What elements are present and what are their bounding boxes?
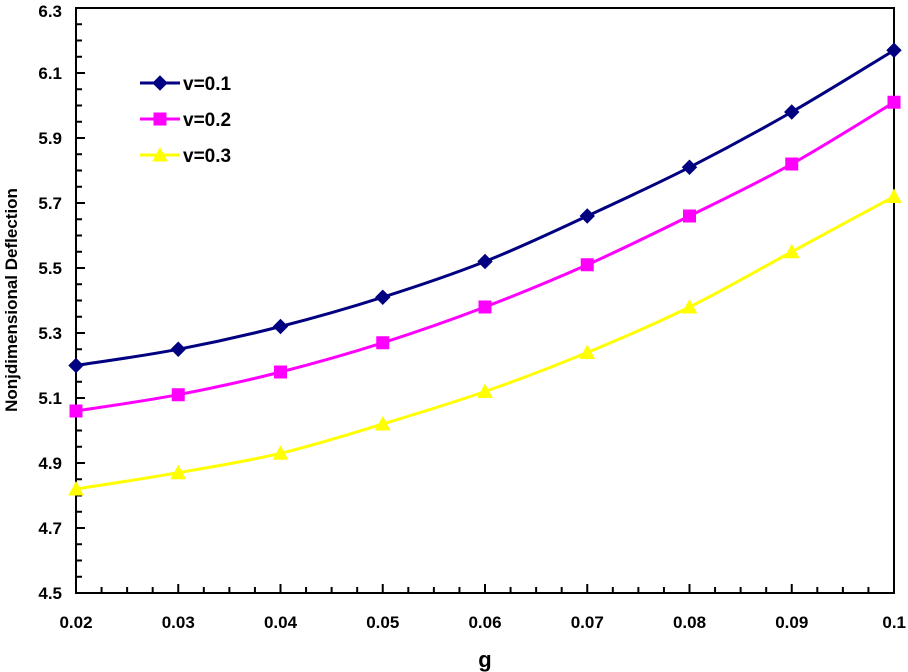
- x-tick-label: 0.1: [882, 613, 906, 632]
- x-tick-label: 0.06: [468, 613, 501, 632]
- x-tick-label: 0.08: [673, 613, 706, 632]
- data-point: [478, 300, 492, 314]
- y-tick-label: 6.3: [38, 2, 62, 21]
- data-point: [681, 159, 698, 175]
- data-point: [69, 404, 83, 418]
- x-tick-label: 0.04: [264, 613, 298, 632]
- data-point: [886, 42, 902, 58]
- data-point: [579, 208, 595, 224]
- x-tick-label: 0.09: [775, 613, 808, 632]
- data-point: [886, 188, 902, 203]
- legend-label: v=0.3: [183, 146, 231, 167]
- y-tick-label: 5.9: [38, 129, 62, 148]
- y-axis-ticks: [76, 7, 85, 594]
- legend-label: v=0.2: [183, 110, 231, 131]
- legend: v=0.1 v=0.2 v=0.3: [140, 74, 232, 167]
- x-axis-title: g: [478, 647, 491, 672]
- data-point: [477, 253, 493, 270]
- data-point: [170, 341, 186, 357]
- data-point: [272, 445, 289, 460]
- legend-marker: [152, 75, 168, 91]
- data-point: [374, 415, 391, 431]
- data-point: [887, 95, 901, 109]
- data-point: [272, 318, 289, 335]
- data-point: [477, 383, 493, 398]
- y-tick-label: 6.1: [38, 64, 62, 83]
- data-point: [784, 104, 800, 120]
- legend-marker: [152, 146, 168, 162]
- data-point: [171, 388, 185, 402]
- y-tick-label: 5.1: [38, 389, 62, 408]
- data-point: [274, 365, 287, 379]
- data-point: [68, 357, 84, 374]
- data-point: [580, 258, 594, 272]
- y-tick-label: 4.5: [38, 584, 62, 603]
- data-point: [579, 344, 596, 359]
- legend-label: v=0.1: [183, 74, 232, 95]
- x-tick-label: 0.02: [59, 613, 92, 632]
- y-tick-label: 4.9: [38, 454, 62, 473]
- data-point: [376, 336, 390, 350]
- y-tick-label: 5.3: [38, 324, 62, 343]
- x-tick-label: 0.03: [162, 613, 195, 632]
- data-point: [785, 157, 799, 171]
- y-axis-title: Nonjdimensional Deflection: [2, 188, 21, 412]
- x-tick-label: 0.07: [571, 613, 604, 632]
- data-point: [375, 289, 391, 305]
- y-tick-label: 5.7: [38, 194, 62, 213]
- data-point: [783, 243, 800, 259]
- y-tick-label: 5.5: [38, 259, 62, 278]
- y-axis-tick-labels: 4.5 4.7 4.9 5.1 5.3 5.5 5.7 5.9 6.1 6.3: [38, 2, 62, 603]
- data-point: [683, 209, 696, 223]
- data-point: [68, 480, 84, 496]
- x-tick-label: 0.05: [366, 613, 399, 632]
- legend-marker: [153, 112, 167, 126]
- series-markers: [68, 42, 902, 496]
- x-axis-tick-labels: 0.02 0.03 0.04 0.05 0.06 0.07 0.08 0.09 0.1: [59, 613, 906, 632]
- x-axis-ticks: [75, 584, 895, 593]
- data-point: [681, 298, 698, 314]
- data-point: [170, 464, 187, 480]
- y-tick-label: 4.7: [38, 519, 62, 538]
